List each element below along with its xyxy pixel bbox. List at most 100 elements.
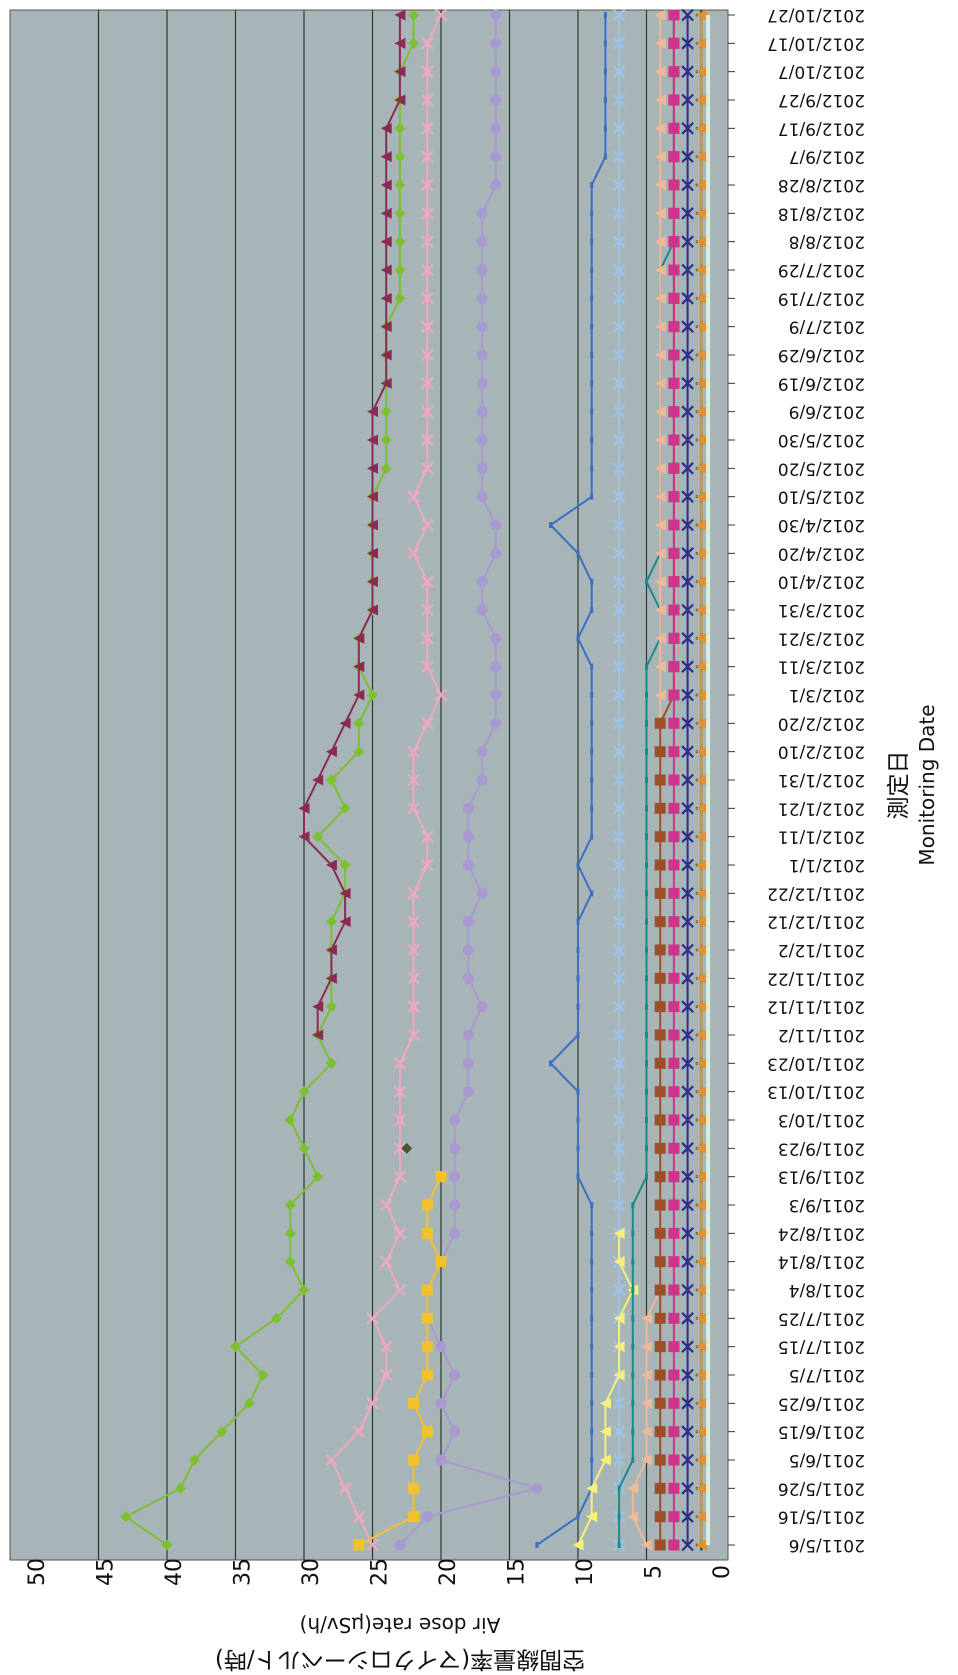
data-point [645,975,648,982]
data-point [490,519,502,531]
data-point [695,1199,707,1211]
data-point [617,1542,621,1548]
data-point [654,717,666,729]
data-point [380,151,392,163]
data-point [380,236,392,248]
data-point [284,1256,296,1268]
data-point [668,66,680,78]
data-point [576,635,580,642]
value-tick-label: 20 [436,1558,461,1586]
date-tick-label: 2011/10/13 [767,1082,865,1102]
data-point [590,465,594,472]
data-point [476,462,488,474]
data-point [681,1057,694,1070]
data-point [490,547,502,559]
data-point [590,210,594,217]
data-point [631,1258,635,1265]
data-point [407,490,420,503]
series-13 [681,8,694,1552]
date-tick-label: 2012/7/9 [789,317,865,337]
data-point [353,746,365,758]
data-point [654,264,666,276]
data-point [421,122,434,135]
data-point [393,1283,407,1297]
data-point [612,575,626,588]
data-point [681,858,694,872]
data-point [590,295,594,302]
data-point [681,405,694,418]
date-tick-label: 2012/8/28 [778,175,865,195]
date-tick-label: 2011/12/2 [778,940,865,960]
date-tick-label: 2012/5/20 [778,458,865,478]
data-point [612,462,626,475]
data-point [476,746,488,758]
data-point [434,688,448,702]
data-point [394,236,406,248]
date-tick-label: 2012/8/8 [789,232,865,252]
data-point [476,604,488,616]
data-point [161,1539,173,1551]
data-point [668,1029,680,1041]
data-point [612,688,626,702]
data-point [695,321,707,333]
data-point [612,802,626,815]
data-point [681,575,694,588]
data-point [668,916,680,928]
data-point [257,1369,269,1381]
date-tick-label: 2012/3/11 [778,657,865,677]
data-point [367,547,378,559]
data-point [612,773,626,787]
data-point [243,1397,255,1409]
data-point [681,1340,694,1353]
data-point [367,406,378,418]
data-point [476,236,488,248]
data-point [284,1227,296,1239]
data-point [576,1117,580,1123]
data-point [645,777,648,783]
data-point [421,518,434,532]
value-tick-label: 50 [25,1558,50,1586]
data-point [312,774,324,786]
data-point [421,1227,433,1239]
data-point [681,1538,694,1552]
data-point [695,349,707,361]
data-point [654,746,666,758]
data-point [641,1454,652,1466]
data-point [435,1256,447,1268]
data-point [695,491,707,503]
data-point [654,1454,666,1466]
date-tick-label: 2012/9/7 [789,147,865,167]
data-point [668,604,680,616]
data-point [668,1482,680,1494]
data-point [188,1454,200,1466]
data-point [645,748,648,755]
data-point [654,292,666,304]
data-point [462,1057,474,1069]
data-point [367,491,378,503]
data-point [695,1312,707,1324]
data-point [421,830,434,843]
data-point [681,1170,694,1183]
data-point [654,1256,666,1268]
data-point [612,207,626,220]
data-point [631,1202,635,1208]
data-point [668,406,680,418]
data-point [367,689,378,701]
data-point [612,8,626,22]
data-point [590,352,594,358]
data-point [603,12,607,18]
date-tick-label: 2012/10/27 [767,5,865,25]
data-point [695,151,707,163]
data-point [695,576,707,588]
data-point [695,1426,707,1438]
data-point [407,943,420,957]
date-tick-label: 2012/6/29 [778,345,865,365]
series-12 [668,9,680,1551]
data-point [590,777,594,783]
data-point [394,179,406,191]
data-point [576,862,580,868]
data-point [339,887,351,899]
data-point [462,972,474,984]
data-point [476,1001,488,1013]
data-point [612,1113,626,1127]
